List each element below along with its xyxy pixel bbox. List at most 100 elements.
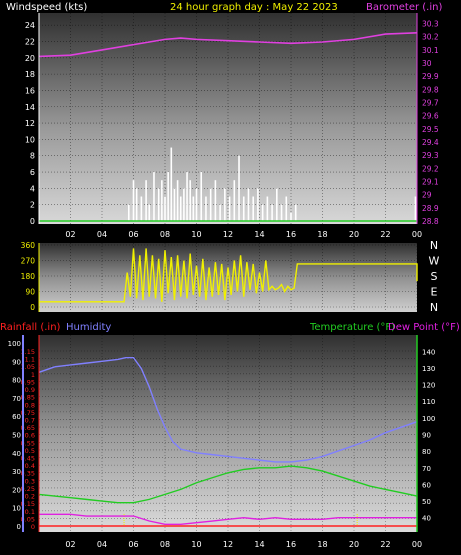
wind-bar: [414, 196, 417, 221]
rain-tick-label: 0.1: [25, 508, 35, 516]
temp-tick-label: 70: [422, 465, 431, 473]
baro-tick-label: 28.9: [422, 204, 439, 213]
x-tick-label: 06: [128, 230, 138, 239]
wind-bar: [145, 180, 147, 221]
wind-bar: [257, 188, 259, 221]
rain-tick-label: 0.5: [25, 447, 35, 455]
rain-tick-label: 0: [31, 523, 35, 531]
rain-axis-title: Rainfall (.in): [0, 322, 61, 333]
temp-tick-label: 60: [422, 481, 431, 489]
wind-bar: [189, 180, 191, 221]
rain-tick-label: 1.15: [21, 348, 35, 356]
wind-bar: [285, 196, 288, 221]
wind-bar: [135, 188, 138, 221]
baro-tick-label: 29.7: [422, 99, 439, 108]
wind-marks: [38, 31, 418, 222]
compass-label: S: [431, 270, 438, 283]
temp-tick-label: 140: [422, 348, 435, 356]
wind-bar: [192, 196, 195, 221]
wind-bar: [170, 147, 173, 221]
rain-tick-label: 0.75: [21, 409, 35, 417]
wind-tick-label: 22: [25, 37, 35, 46]
humidity-tick-label: 20: [12, 486, 21, 494]
baro-tick-label: 29.5: [422, 125, 439, 134]
humidity-temp-axes: 00.050.10.150.20.250.30.350.40.450.50.55…: [8, 335, 435, 549]
wind-tick-label: 8: [30, 152, 35, 161]
humidity-tick-label: 0: [17, 523, 21, 531]
baro-tick-label: 30.1: [422, 46, 439, 55]
humidity-temp-marks: [38, 356, 418, 527]
x-tick-label-bottom: 06: [128, 540, 138, 549]
x-tick-label-bottom: 02: [65, 540, 75, 549]
x-tick-label: 18: [317, 230, 327, 239]
humidity-tick-label: 60: [12, 413, 21, 421]
baro-tick-label: 29.3: [422, 151, 439, 160]
baro-tick-label: 29: [422, 191, 432, 200]
temp-tick-label: 80: [422, 448, 431, 456]
wind-bar: [238, 155, 240, 221]
compass-label: E: [431, 286, 438, 299]
dir-tick-label: 90: [25, 288, 35, 297]
compass-label: N: [430, 301, 438, 314]
wind-bar: [228, 196, 231, 221]
compass-label: N: [430, 239, 438, 252]
x-tick-label: 08: [160, 230, 170, 239]
humidity-line: [38, 356, 418, 463]
baro-tick-label: 29.6: [422, 112, 439, 121]
temp-axis-title: Temperature (°F): [309, 322, 395, 333]
wind-bar: [233, 180, 236, 221]
humidity-tick-label: 90: [12, 358, 21, 366]
wind-bar: [209, 188, 212, 221]
x-tick-label-bottom: 18: [317, 540, 327, 549]
rain-tick-label: 0.45: [21, 455, 35, 463]
wind-tick-label: 6: [30, 168, 35, 177]
dew-axis-title: Dew Point (°F): [388, 322, 460, 333]
wind-bar: [294, 204, 297, 221]
rain-tick-label: 0.65: [21, 424, 35, 432]
x-tick-label: 14: [254, 230, 264, 239]
rain-tick-label: 0.15: [21, 500, 35, 508]
dir-line: [39, 248, 418, 303]
baro-axis-title: Barometer (.in): [366, 2, 442, 13]
wind-tick-label: 10: [25, 135, 35, 144]
baro-tick-label: 29.9: [422, 72, 439, 81]
baro-tick-label: 29.8: [422, 85, 439, 94]
dir-tick-label: 0: [30, 303, 35, 312]
temperature-line: [38, 465, 418, 504]
temp-tick-label: 110: [422, 398, 435, 406]
wind-bar: [161, 180, 163, 221]
humidity-temp-panel: [39, 335, 417, 532]
wind-bar: [219, 204, 221, 221]
wind-bar: [247, 188, 250, 221]
x-tick-label-bottom: 08: [160, 540, 170, 549]
temp-tick-label: 50: [422, 498, 431, 506]
wind-bar: [261, 204, 264, 221]
baro-tick-label: 29.1: [422, 178, 439, 187]
wind-bar: [153, 172, 155, 221]
humidity-tick-label: 50: [12, 432, 21, 440]
wind-bar: [266, 196, 269, 221]
direction-grid: [39, 243, 418, 312]
wind-bar: [205, 196, 207, 221]
temp-tick-label: 100: [422, 415, 435, 423]
temp-tick-label: 40: [422, 515, 431, 523]
temp-tick-label: 90: [422, 432, 431, 440]
rain-tick-label: 1.1: [25, 356, 35, 364]
temp-tick-label: 120: [422, 382, 435, 390]
wind-bar: [200, 172, 203, 221]
rain-tick-label: 0.4: [25, 462, 35, 470]
rain-tick-label: 0.85: [21, 394, 35, 402]
x-tick-label: 16: [286, 230, 296, 239]
x-tick-label-bottom: 22: [380, 540, 390, 549]
baro-tick-label: 30.3: [422, 20, 439, 29]
wind-bar: [242, 196, 245, 221]
wind-tick-label: 0: [30, 217, 35, 226]
humidity-tick-label: 80: [12, 377, 21, 385]
wind-bar: [140, 196, 143, 221]
chart-title: 24 hour graph day : May 22 2023: [170, 2, 338, 13]
x-tick-label-bottom: 12: [223, 540, 233, 549]
compass-label: W: [429, 255, 440, 268]
wind-bar: [164, 196, 166, 221]
x-tick-label: 00: [412, 230, 422, 239]
